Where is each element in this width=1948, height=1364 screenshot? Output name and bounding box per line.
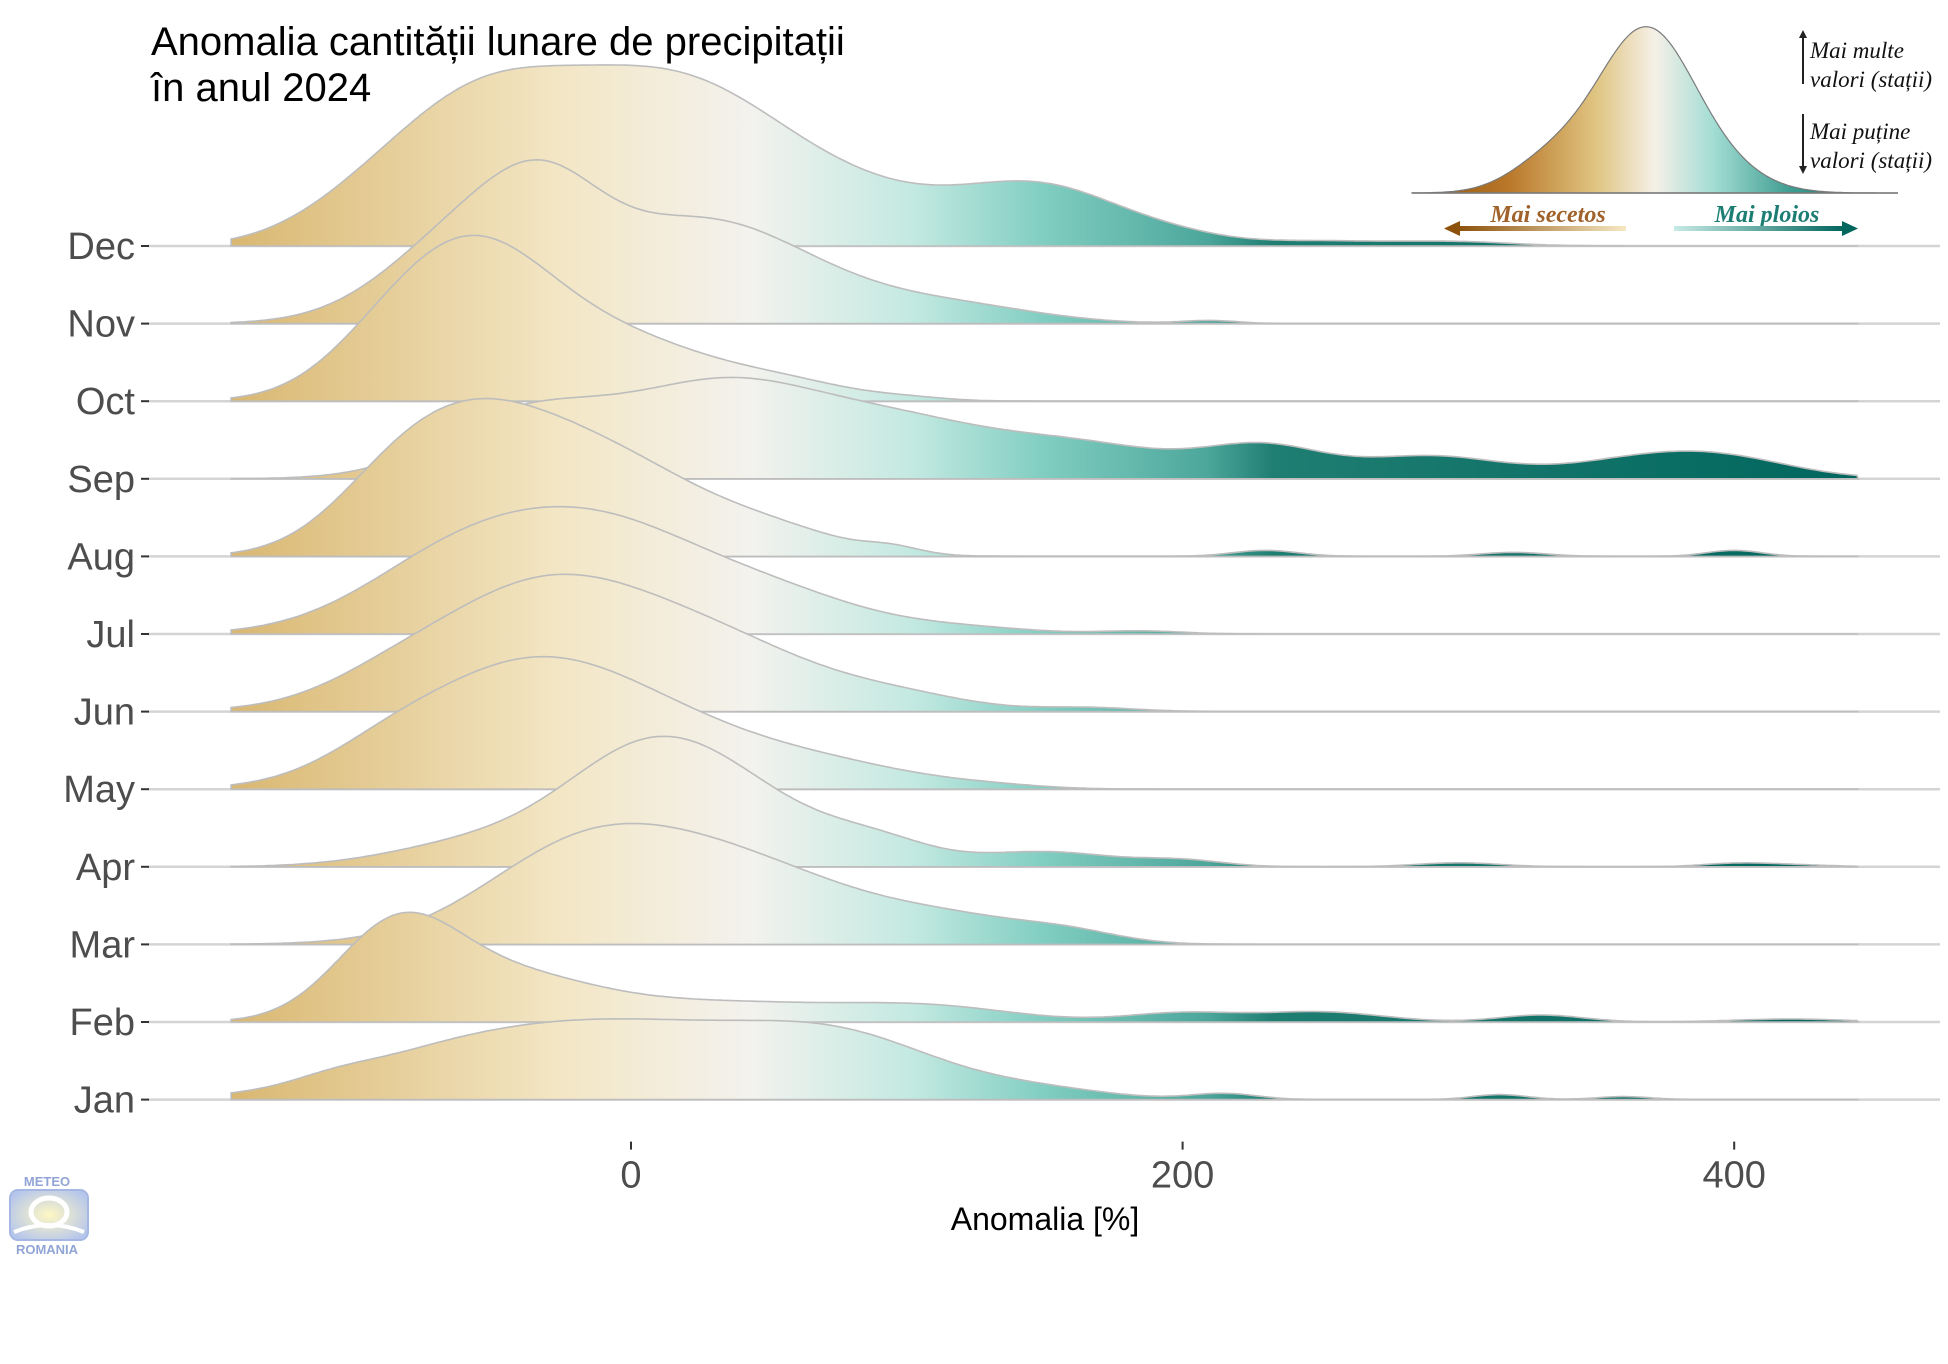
y-tick-label-dec: Dec [67,226,135,268]
ridge-dec [230,64,1859,247]
legend-drier-arrow-shaft [1458,226,1626,231]
ridge-jan [230,1018,1859,1101]
y-tick-label-nov: Nov [67,304,135,346]
legend-inset: Mai multe valori (stații) Mai puține val… [1411,26,1932,236]
legend-wetter-label: Mai ploios [1714,202,1820,228]
legend-drier-label: Mai secetos [1489,202,1605,228]
x-axis-title: Anomalia [%] [951,1201,1140,1237]
x-tick-label-200: 200 [1151,1155,1214,1197]
ridge-mar [230,822,1859,946]
logo-text-top: METEO [24,1174,70,1189]
y-tick-label-aug: Aug [67,536,135,578]
y-tick-label-mar: Mar [70,924,136,966]
legend-drier-arrowhead [1444,221,1460,236]
y-tick-label-jul: Jul [86,614,135,656]
y-tick-label-jun: Jun [74,692,135,734]
legend-wetter-arrow-shaft [1674,226,1844,231]
logo-wave [13,1223,85,1234]
legend-more-values-line-1: Mai multe [1809,38,1904,63]
legend-drier: Mai secetos [1444,202,1626,236]
ridge-feb [230,911,1861,1023]
legend-more-values-line-2: valori (stații) [1810,67,1932,92]
meteo-romania-logo: METEO ROMANIA [9,1174,89,1257]
legend-fewer-values-line-1: Mai puține [1809,119,1910,144]
ridge-series-group [230,64,1861,1101]
legend-fewer-values-line-2: valori (stații) [1810,148,1932,173]
chart-title-line-2: în anul 2024 [150,66,371,110]
x-axis: 0 200 400 [620,1141,1766,1197]
legend-up-arrowhead [1799,30,1807,38]
logo-text-bottom: ROMANIA [16,1242,79,1257]
legend-density-curve [1411,26,1898,194]
y-tick-label-sep: Sep [67,459,135,501]
y-axis: Jan Feb Mar Apr May Jun Jul Aug Sep Oct Nov Dec [63,226,149,1122]
y-tick-label-jan: Jan [74,1080,135,1122]
x-tick-label-400: 400 [1702,1155,1765,1197]
legend-wetter-arrowhead [1842,221,1858,236]
ridge-aug [230,397,1859,558]
ridge-may [230,655,1859,790]
y-tick-label-apr: Apr [76,847,135,889]
legend-down-arrowhead [1799,166,1807,174]
ridge-oct [230,234,1859,402]
legend-fewer-values: Mai puține valori (stații) [1799,114,1932,174]
ridge-jun [230,573,1859,713]
chart-title-line-1: Anomalia cantității lunare de precipitaț… [151,20,845,64]
legend-more-values: Mai multe valori (stații) [1799,30,1932,92]
y-tick-label-may: May [63,769,135,811]
legend-wetter: Mai ploios [1674,202,1858,236]
x-tick-label-0: 0 [620,1155,641,1197]
y-tick-label-oct: Oct [76,381,136,423]
y-tick-label-feb: Feb [70,1002,135,1044]
ridge-nov [230,158,1859,325]
